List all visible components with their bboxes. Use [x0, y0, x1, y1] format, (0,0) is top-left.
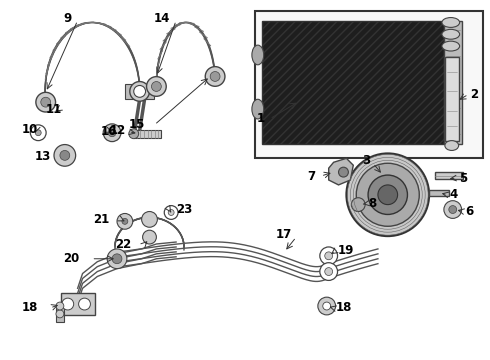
Text: 5: 5 [459, 171, 467, 185]
Circle shape [130, 82, 149, 101]
Circle shape [107, 249, 127, 269]
Circle shape [143, 230, 156, 244]
Text: 2: 2 [470, 88, 479, 101]
Circle shape [320, 247, 338, 265]
Text: 11: 11 [46, 103, 62, 116]
Circle shape [339, 167, 348, 177]
Text: 22: 22 [116, 238, 132, 252]
Circle shape [164, 206, 178, 219]
Circle shape [346, 153, 429, 236]
Ellipse shape [442, 18, 460, 27]
Circle shape [205, 67, 225, 86]
Circle shape [449, 206, 457, 213]
Circle shape [147, 77, 166, 96]
Circle shape [122, 219, 128, 224]
Circle shape [351, 198, 365, 212]
Ellipse shape [442, 30, 460, 39]
Circle shape [134, 85, 146, 97]
Text: 8: 8 [368, 197, 376, 210]
Circle shape [356, 163, 419, 226]
Circle shape [325, 267, 333, 275]
Text: 18: 18 [336, 301, 352, 315]
Text: 6: 6 [466, 205, 474, 218]
Circle shape [168, 210, 174, 215]
Ellipse shape [442, 41, 460, 51]
Ellipse shape [445, 141, 459, 150]
Text: 7: 7 [307, 170, 315, 183]
Text: 15: 15 [128, 118, 145, 131]
Bar [56, 306, 64, 322]
Circle shape [210, 72, 220, 81]
Circle shape [36, 92, 55, 112]
Circle shape [129, 129, 139, 139]
Text: 9: 9 [64, 12, 72, 25]
Circle shape [378, 185, 397, 204]
Text: 13: 13 [35, 150, 51, 163]
Circle shape [62, 298, 74, 310]
Circle shape [103, 124, 121, 141]
Bar [444, 21, 462, 144]
Circle shape [60, 150, 70, 160]
Bar [435, 172, 463, 179]
Circle shape [323, 302, 331, 310]
Circle shape [117, 213, 133, 229]
Circle shape [41, 97, 50, 107]
Bar [255, 11, 483, 158]
Bar [125, 84, 154, 99]
Circle shape [368, 175, 408, 215]
Circle shape [325, 252, 333, 260]
Ellipse shape [57, 150, 73, 161]
Circle shape [78, 298, 91, 310]
Circle shape [444, 201, 462, 219]
Circle shape [35, 130, 41, 136]
Text: 14: 14 [154, 12, 170, 25]
Bar [445, 57, 459, 141]
Text: 1: 1 [257, 112, 265, 125]
Circle shape [318, 297, 336, 315]
Text: 4: 4 [450, 188, 458, 201]
Circle shape [108, 129, 116, 137]
Text: 10: 10 [22, 123, 38, 136]
Text: 17: 17 [276, 228, 292, 240]
Circle shape [56, 302, 64, 310]
Bar [134, 130, 161, 138]
Text: 16: 16 [100, 125, 117, 138]
Bar [429, 190, 449, 196]
Circle shape [112, 254, 122, 264]
Polygon shape [329, 158, 353, 185]
Circle shape [54, 145, 75, 166]
Text: 12: 12 [110, 124, 126, 137]
Text: 21: 21 [93, 213, 109, 226]
Text: 20: 20 [63, 252, 79, 265]
Bar [61, 293, 96, 315]
Text: 23: 23 [176, 203, 193, 216]
Circle shape [151, 82, 161, 91]
Ellipse shape [252, 45, 264, 65]
Text: 18: 18 [22, 301, 38, 315]
Circle shape [320, 263, 338, 280]
Circle shape [56, 310, 64, 318]
Circle shape [30, 125, 46, 141]
Bar [262, 21, 444, 144]
Text: 19: 19 [338, 244, 354, 257]
Text: 3: 3 [362, 154, 370, 167]
Ellipse shape [252, 99, 264, 119]
Circle shape [142, 212, 157, 227]
